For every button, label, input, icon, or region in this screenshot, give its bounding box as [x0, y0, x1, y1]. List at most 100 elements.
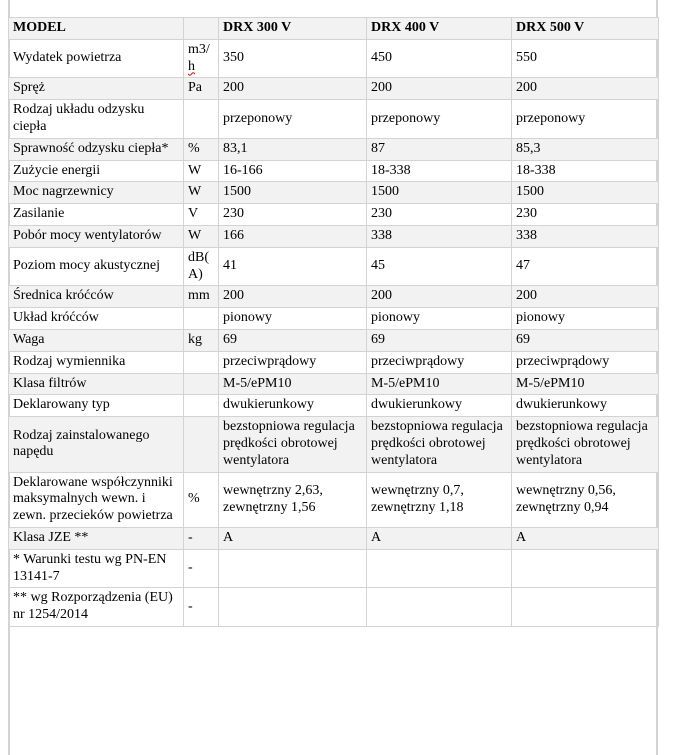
row-value: 230	[218, 203, 367, 226]
row-label: Deklarowane współczynniki maksymalnych w…	[8, 471, 184, 528]
table-row: Klasa filtrów M-5/ePM10 M-5/ePM10 M-5/ePM10	[8, 372, 659, 396]
row-unit	[183, 350, 219, 374]
row-value: 69	[218, 328, 367, 352]
row-unit	[183, 307, 219, 330]
row-unit: W	[183, 159, 219, 183]
table-row: Poziom mocy akustycznej dB( A) 41 45 47	[8, 246, 659, 287]
column-header-drx300v: DRX 300 V	[218, 17, 367, 40]
row-unit	[183, 99, 219, 139]
row-label: Deklarowany typ	[8, 394, 184, 418]
row-value: 41	[218, 246, 367, 287]
row-value: przeciwprądowy	[366, 350, 512, 374]
row-unit: Pa	[183, 77, 219, 101]
row-value: M-5/ePM10	[218, 372, 367, 396]
row-label: Zużycie energii	[8, 159, 184, 183]
row-unit	[183, 372, 219, 396]
row-value: 230	[366, 203, 512, 226]
row-value: dwukierunkowy	[218, 394, 367, 418]
table-row: Moc nagrzewnicy W 1500 1500 1500	[8, 181, 659, 205]
table-row: Spręż Pa 200 200 200	[8, 77, 659, 101]
row-value: 200	[218, 285, 367, 309]
row-value: przeponowy	[366, 99, 512, 139]
row-value: 166	[218, 224, 367, 248]
row-value: 200	[511, 77, 659, 101]
row-value: wewnętrzny 0,56, zewnętrzny 0,94	[511, 471, 659, 528]
row-label: Rodzaj zainstalowanego napędu	[8, 416, 184, 473]
column-header-unit	[183, 17, 219, 40]
row-value: 1500	[366, 181, 512, 205]
row-value: 85,3	[511, 137, 659, 161]
row-unit: %	[183, 137, 219, 161]
table-row: Zużycie energii W 16-166 18-338 18-338	[8, 159, 659, 183]
spellcheck-underline: h	[188, 58, 195, 74]
row-unit: mm	[183, 285, 219, 309]
row-label: Waga	[8, 328, 184, 352]
table-row: Rodzaj zainstalowanego napędu bezstopniow…	[8, 416, 659, 473]
row-value: pionowy	[366, 307, 512, 330]
table-row: Wydatek powietrza m3/h 350 450 550	[8, 38, 659, 79]
row-value: 16-166	[218, 159, 367, 183]
row-value: 230	[511, 203, 659, 226]
row-label: Moc nagrzewnicy	[8, 181, 184, 205]
row-value: bezstopniowa regulacja prędkości obrotow…	[511, 416, 659, 473]
row-value: pionowy	[511, 307, 659, 330]
row-label: Klasa JZE **	[8, 526, 184, 550]
row-label: Układ króćców	[8, 307, 184, 330]
table-row: Rodzaj wymiennika przeciwprądowy przeciwpr…	[8, 350, 659, 374]
column-header-model: MODEL	[8, 17, 184, 40]
row-value: 45	[366, 246, 512, 287]
row-value: wewnętrzny 2,63, zewnętrzny 1,56	[218, 471, 367, 528]
row-value: 18-338	[366, 159, 512, 183]
row-value: przeponowy	[511, 99, 659, 139]
table-row: Średnica króćców mm 200 200 200	[8, 285, 659, 309]
row-label: ** wg Rozporządzenia (EU) nr 1254/2014	[8, 587, 184, 627]
row-unit: -	[183, 548, 219, 589]
row-value: 18-338	[511, 159, 659, 183]
row-label: Sprawność odzysku ciepła*	[8, 137, 184, 161]
row-label: Rodzaj układu odzysku ciepła	[8, 99, 184, 139]
row-label: Pobór mocy wentylatorów	[8, 224, 184, 248]
table-row: Rodzaj układu odzysku ciepła przeponowy pr…	[8, 99, 659, 139]
row-value: 550	[511, 38, 659, 79]
row-unit: V	[183, 203, 219, 226]
row-label: Klasa filtrów	[8, 372, 184, 396]
row-value	[366, 548, 512, 589]
row-value: bezstopniowa regulacja prędkości obrotow…	[366, 416, 512, 473]
row-unit: -	[183, 526, 219, 550]
row-value	[511, 548, 659, 589]
row-unit: %	[183, 471, 219, 528]
table-row: Sprawność odzysku ciepła*% 83,1 87 85,3	[8, 137, 659, 161]
table-row: Deklarowane współczynniki maksymalnych w…	[8, 471, 659, 528]
spec-table: MODEL DRX 300 V DRX 400 V DRX 500 V Wyda…	[8, 17, 659, 627]
row-value: przeponowy	[218, 99, 367, 139]
row-value: wewnętrzny 0,7, zewnętrzny 1,18	[366, 471, 512, 528]
row-value: przeciwprądowy	[511, 350, 659, 374]
table-row: Zasilanie V 230 230 230	[8, 203, 659, 226]
row-value: przeciwprądowy	[218, 350, 367, 374]
column-header-drx400v: DRX 400 V	[366, 17, 512, 40]
row-unit: kg	[183, 328, 219, 352]
row-label: Zasilanie	[8, 203, 184, 226]
row-value: 338	[511, 224, 659, 248]
row-value: dwukierunkowy	[511, 394, 659, 418]
row-unit	[183, 394, 219, 418]
row-value: dwukierunkowy	[366, 394, 512, 418]
row-value: M-5/ePM10	[366, 372, 512, 396]
row-unit: m3/h	[183, 38, 219, 79]
table-row: * Warunki testu wg PN-EN 13141-7-	[8, 548, 659, 589]
row-label: Poziom mocy akustycznej	[8, 246, 184, 287]
row-value: A	[218, 526, 367, 550]
row-value: pionowy	[218, 307, 367, 330]
row-value: 1500	[218, 181, 367, 205]
row-value: M-5/ePM10	[511, 372, 659, 396]
row-value: bezstopniowa regulacja prędkości obrotow…	[218, 416, 367, 473]
row-value: 200	[366, 285, 512, 309]
row-value: 200	[218, 77, 367, 101]
row-label: Spręż	[8, 77, 184, 101]
table-row: Pobór mocy wentylatorów W 166 338 338	[8, 224, 659, 248]
row-value	[511, 587, 659, 627]
row-value: 83,1	[218, 137, 367, 161]
row-value: A	[511, 526, 659, 550]
row-value	[366, 587, 512, 627]
